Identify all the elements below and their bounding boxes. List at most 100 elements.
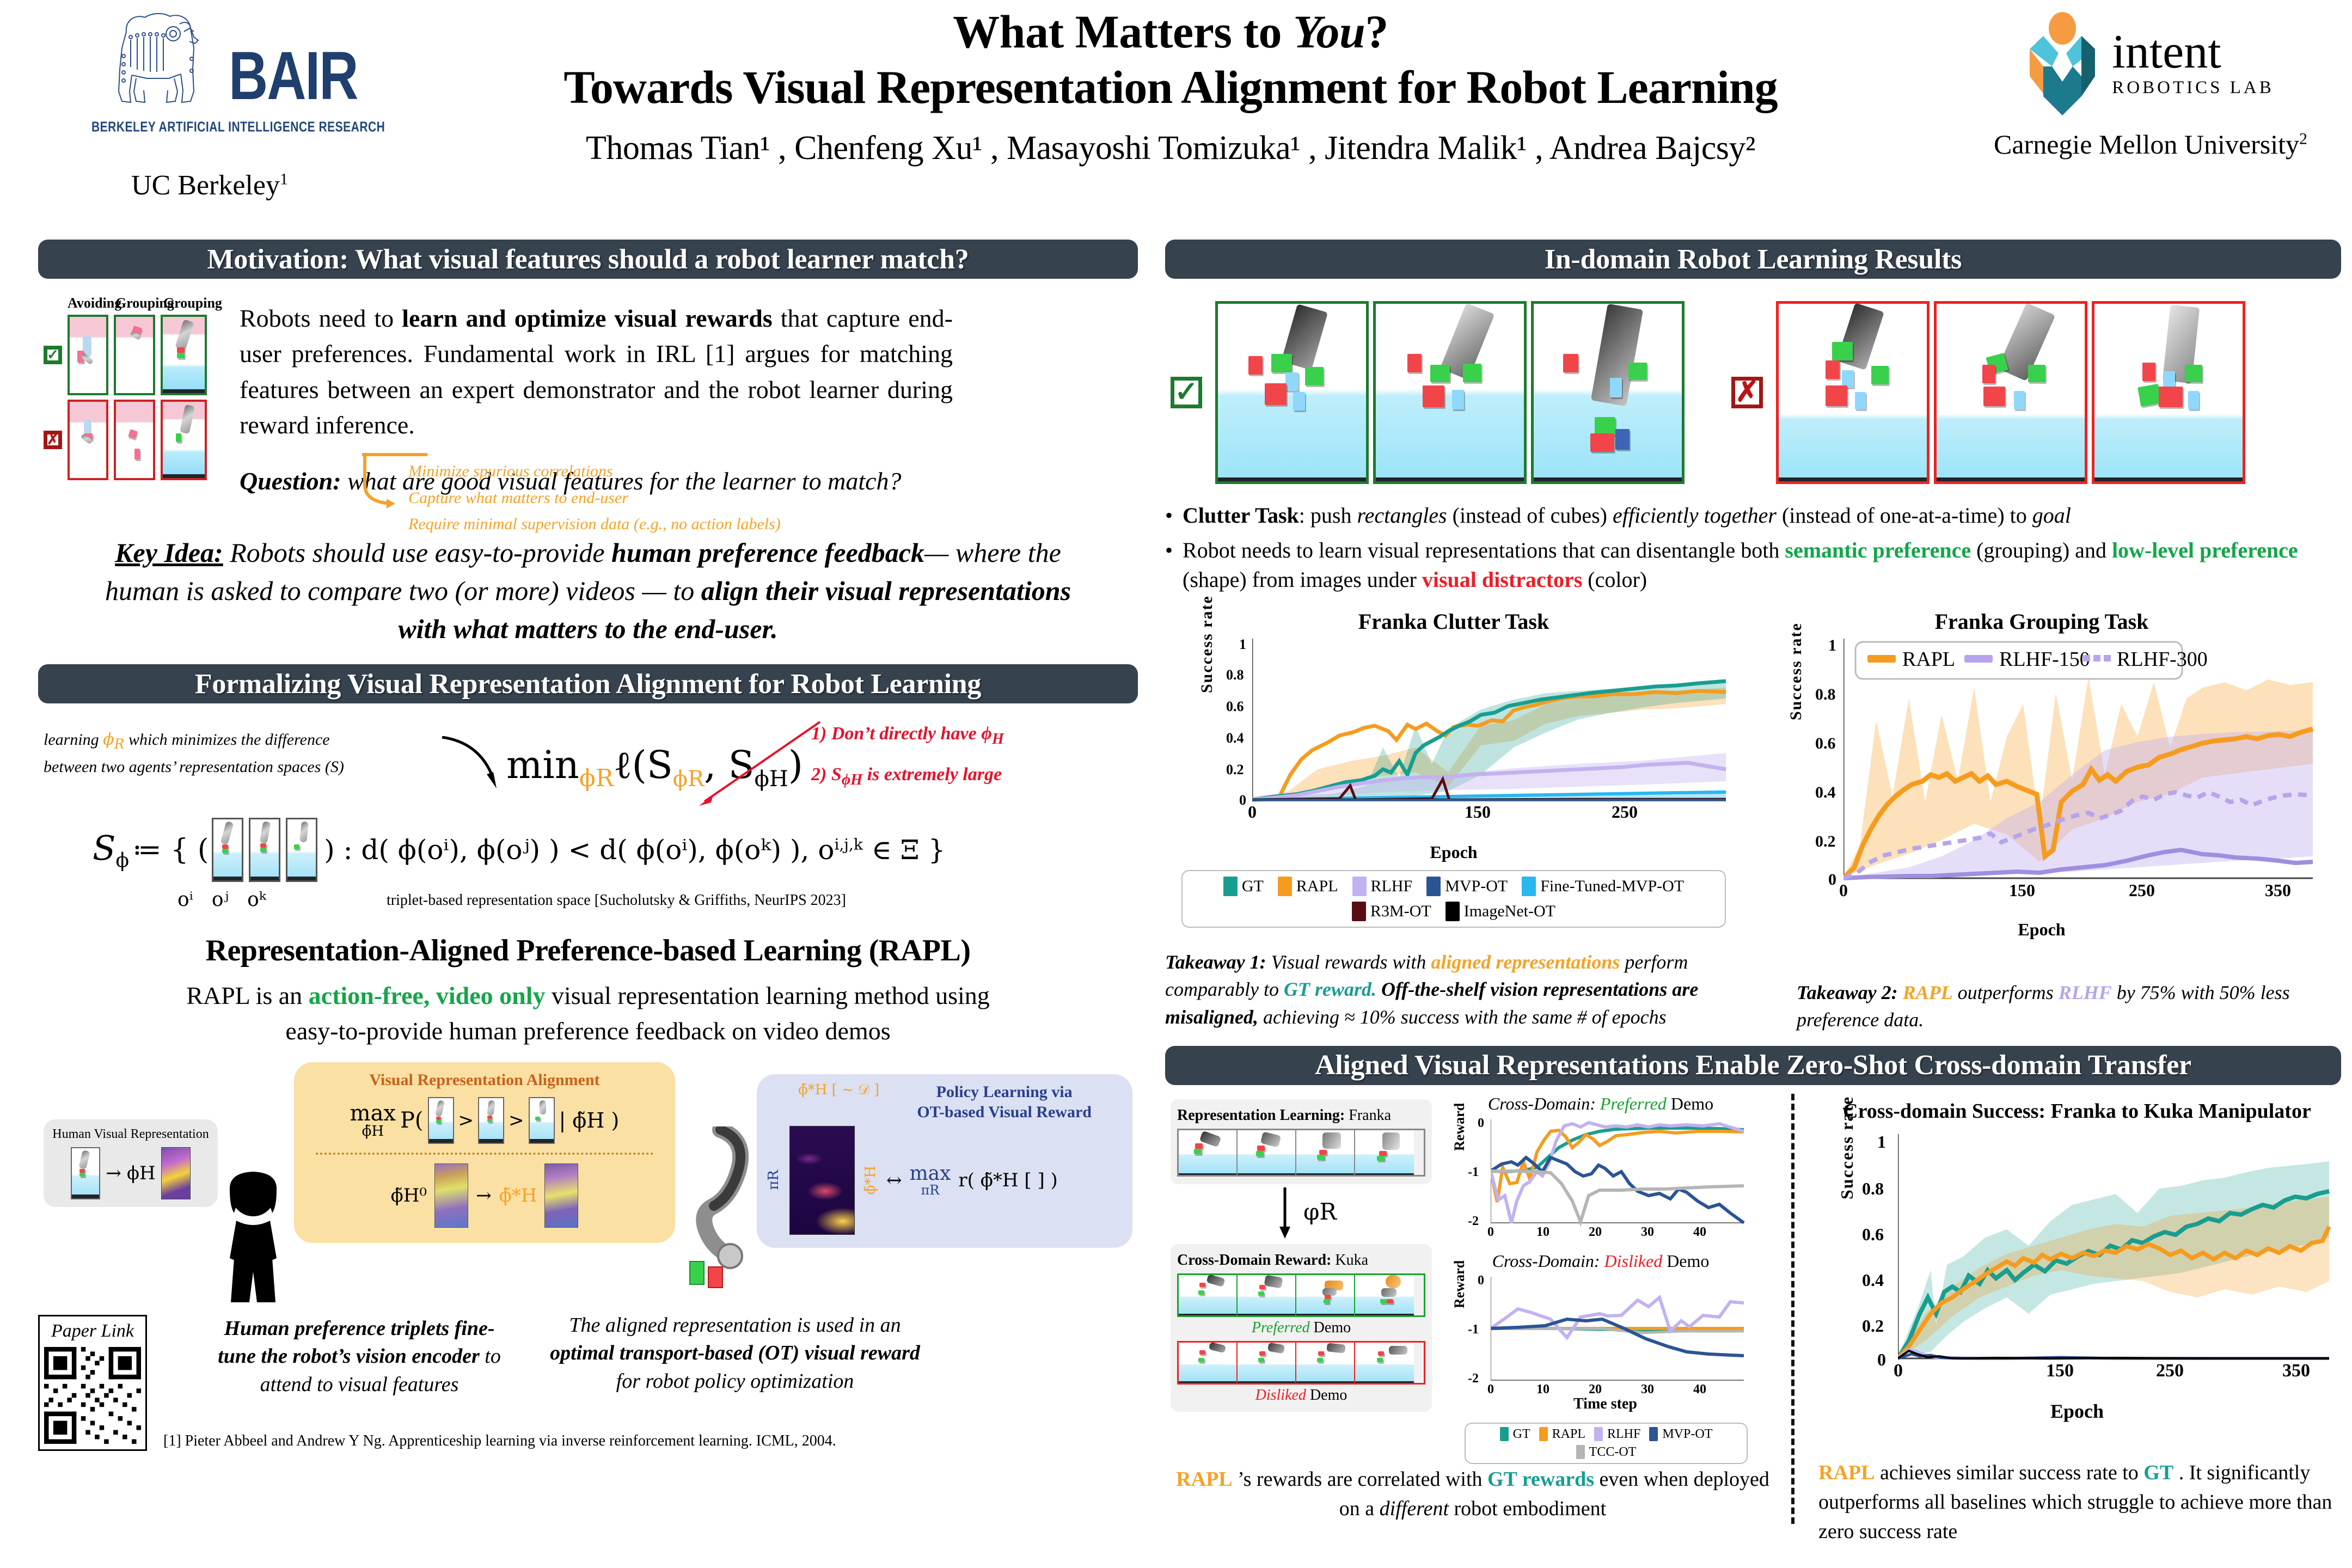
- section-bar-indomain: In-domain Robot Learning Results: [1165, 240, 2341, 279]
- chart-grouping-plot: 1 0.8 0.6 0.4 0.2 0 Success rate: [1759, 622, 2325, 900]
- bair-bear-icon: [118, 13, 199, 103]
- chart-clutter-title: Franka Clutter Task: [1358, 609, 1549, 634]
- bullet-dot-1: •: [1165, 503, 1173, 528]
- motivation-question: Question: what are good visual features …: [240, 467, 953, 495]
- policy-top-row: ϕ̃*H [ ~ 𝒟 ] Policy Learning via OT-base…: [765, 1082, 1124, 1123]
- cd-dis-plot: 0 -1 -2 Reward 0 10 20: [1448, 1260, 1753, 1412]
- transfer-caption-left: RAPL ’s rewards are correlated with GT r…: [1176, 1467, 1769, 1520]
- formalizing-red-notes: 1) Don’t directly have ϕH 2) SϕH is extr…: [811, 714, 1138, 797]
- takeaway-2: Takeaway 2: RAPL outperforms RLHF by 75%…: [1797, 982, 2290, 1031]
- right-column: In-domain Robot Learning Results ✓: [1165, 240, 2341, 1543]
- cd-swatch-rapl: [1539, 1427, 1548, 1442]
- author-list: Thomas Tian¹ , Chenfeng Xu¹ , Masayoshi …: [585, 129, 1756, 167]
- transfer-content: Representation Learning: Franka φR: [1165, 1093, 2341, 1543]
- indomain-bad-frame-0: [1776, 301, 1930, 484]
- poster-title-line1: What Matters to You?: [381, 5, 1960, 58]
- legend-item-rlhf: RLHF: [1352, 877, 1412, 896]
- clutter-chart-svg: [1252, 639, 1726, 802]
- alignment-phi-row: ϕ̃H⁰ → ϕ̃*H: [305, 1163, 664, 1228]
- motivation-thumb-1-1: [114, 400, 155, 480]
- representation-learning-panel: Representation Learning: Franka: [1171, 1099, 1432, 1184]
- caption-right-a: The aligned representation is used in an: [569, 1313, 901, 1337]
- cds-ytick-04: 0.4: [1862, 1270, 1884, 1290]
- cds-svg: [1898, 1134, 2331, 1360]
- orange-arrow-icon: [362, 453, 427, 509]
- qr-code-icon[interactable]: [44, 1344, 141, 1447]
- pi-r-axis: πR: [765, 1170, 782, 1190]
- caption-left-diagram: Human preference triplets fine-tune the …: [207, 1315, 512, 1399]
- pref-frame-2: [1296, 1275, 1355, 1315]
- alignment-thumb-1: [427, 1097, 454, 1144]
- indomain-filmstrips: ✓: [1165, 297, 2341, 488]
- alignment-gt-2: >: [509, 1109, 524, 1131]
- min-eq-s2: ϕH: [754, 767, 788, 792]
- dis-frame-2: [1296, 1342, 1355, 1383]
- motivation-orange-notes: Minimize spurious correlations Capture w…: [408, 458, 789, 538]
- indomain-takeaways: Takeaway 1: Visual rewards with aligned …: [1165, 948, 2341, 1034]
- cdp-xtick-10: 10: [1536, 1224, 1549, 1239]
- human-figure-icon: [229, 1171, 277, 1302]
- rapl-desc-b: visual representation learning method us…: [545, 982, 990, 1009]
- caption-right-c: for robot policy optimization: [616, 1369, 854, 1393]
- bair-subtitle: BERKELEY ARTIFICIAL INTELLIGENCE RESEARC…: [91, 119, 385, 135]
- cmu-affiliation-text: Carnegie Mellon University: [1994, 129, 2299, 160]
- dis-frame-3: [1355, 1342, 1414, 1383]
- caption-right-diagram: The aligned representation is used in an…: [550, 1312, 920, 1396]
- left-note-a: learning: [44, 731, 103, 749]
- reward-expression: r( ϕ̃*H [ ] ): [958, 1169, 1058, 1191]
- key-idea-bold2: align their visual representations with …: [398, 575, 1071, 644]
- section-bar-motivation: Motivation: What visual features should …: [38, 240, 1138, 279]
- cmu-logo-block: intent ROBOTICS LAB Carnegie Mellon Univ…: [1971, 7, 2330, 160]
- cds-ytick-02: 0.2: [1862, 1315, 1884, 1336]
- intent-mark-icon: [2027, 12, 2098, 115]
- min-eq-sub: ϕR: [579, 764, 614, 792]
- cd-legend: GT RAPL RLHF MVP-OT TCC-OT: [1465, 1422, 1748, 1464]
- key-idea-part2: — where the human is asked to compare tw…: [105, 537, 1061, 606]
- formalizing-content: learning ϕR which minimizes the differen…: [38, 703, 1138, 932]
- black-arrow-icon: [442, 736, 497, 788]
- cdd-ytick-0: 0: [1478, 1273, 1484, 1288]
- policy-box-title: Policy Learning via OT-based Visual Rewa…: [885, 1082, 1124, 1123]
- legend-swatch-mvpot: [1426, 877, 1441, 896]
- check-glyph: ✓: [47, 347, 59, 363]
- cd-legend-tccot: TCC-OT: [1576, 1445, 1636, 1460]
- grouping-xtick-350: 350: [2265, 880, 2291, 900]
- legend-label-ftmvpot: Fine-Tuned-MVP-OT: [1540, 877, 1685, 895]
- cdp-ytick-m1: -1: [1468, 1165, 1479, 1179]
- legend-swatch-rapl: [1277, 877, 1292, 896]
- cross-icon-motivation: ✗: [44, 431, 62, 449]
- grouping-ytick-02: 0.2: [1815, 832, 1836, 850]
- clutter-xlabel: Epoch: [1430, 842, 1478, 862]
- bair-logo: BAIR BERKELEY ARTIFICIAL INTELLIGENCE RE…: [82, 5, 385, 144]
- cdp-ylabel: Reward: [1451, 1102, 1467, 1151]
- grouping-xtick-250: 250: [2129, 880, 2155, 900]
- dis-frame-0: [1179, 1342, 1238, 1383]
- motivation-col-label-0: Avoiding: [68, 295, 122, 311]
- chart-franka-grouping: Franka Grouping Task 1 0.8 0.6 0.4 0.2 0…: [1759, 609, 2325, 940]
- title-line1-part-b: ?: [1365, 5, 1388, 58]
- phi-star-h-axis: ϕ̃*H: [862, 1165, 879, 1195]
- phi-star-h-top: ϕ̃*H [ ~ 𝒟 ]: [798, 1081, 880, 1098]
- motivation-thumb-1-2: [160, 400, 207, 480]
- legend-label-rapl: RAPL: [1296, 877, 1338, 895]
- cds-ytick-06: 0.6: [1862, 1224, 1884, 1244]
- legend-swatch-r3mot: [1352, 902, 1367, 921]
- grouping-ytick-0: 0: [1828, 871, 1836, 889]
- cd-label-rlhf: RLHF: [1607, 1426, 1641, 1441]
- indomain-good-frame-0: [1215, 301, 1369, 484]
- motivation-content: Avoiding Grouping Grouping ✓: [38, 295, 1138, 533]
- human-representation-panel: Human Visual Representation → ϕH: [44, 1119, 218, 1207]
- panel-reward-title: Cross-Domain Reward: Kuka: [1177, 1251, 1369, 1269]
- key-idea-label: Key Idea:: [115, 537, 223, 568]
- legend-swatch-rlhf: [1352, 877, 1367, 896]
- cd-legend-mvpot: MVP-OT: [1649, 1427, 1712, 1442]
- alignment-box-title: Visual Representation Alignment: [369, 1070, 600, 1089]
- cd-swatch-rlhf: [1594, 1427, 1603, 1442]
- indomain-bad-frame-1: [1934, 301, 2087, 484]
- legend-item-mvpot: MVP-OT: [1426, 877, 1508, 896]
- poster-title-line2: Towards Visual Representation Alignment …: [564, 61, 1778, 114]
- cds-xtick-350: 350: [2282, 1360, 2310, 1381]
- indomain-charts: Franka Clutter Task 1 0.8 0.6 0.4 0.2 0 …: [1165, 595, 2341, 940]
- clutter-xtick-150: 150: [1465, 802, 1491, 822]
- clutter-ytick-08: 0.8: [1226, 667, 1244, 683]
